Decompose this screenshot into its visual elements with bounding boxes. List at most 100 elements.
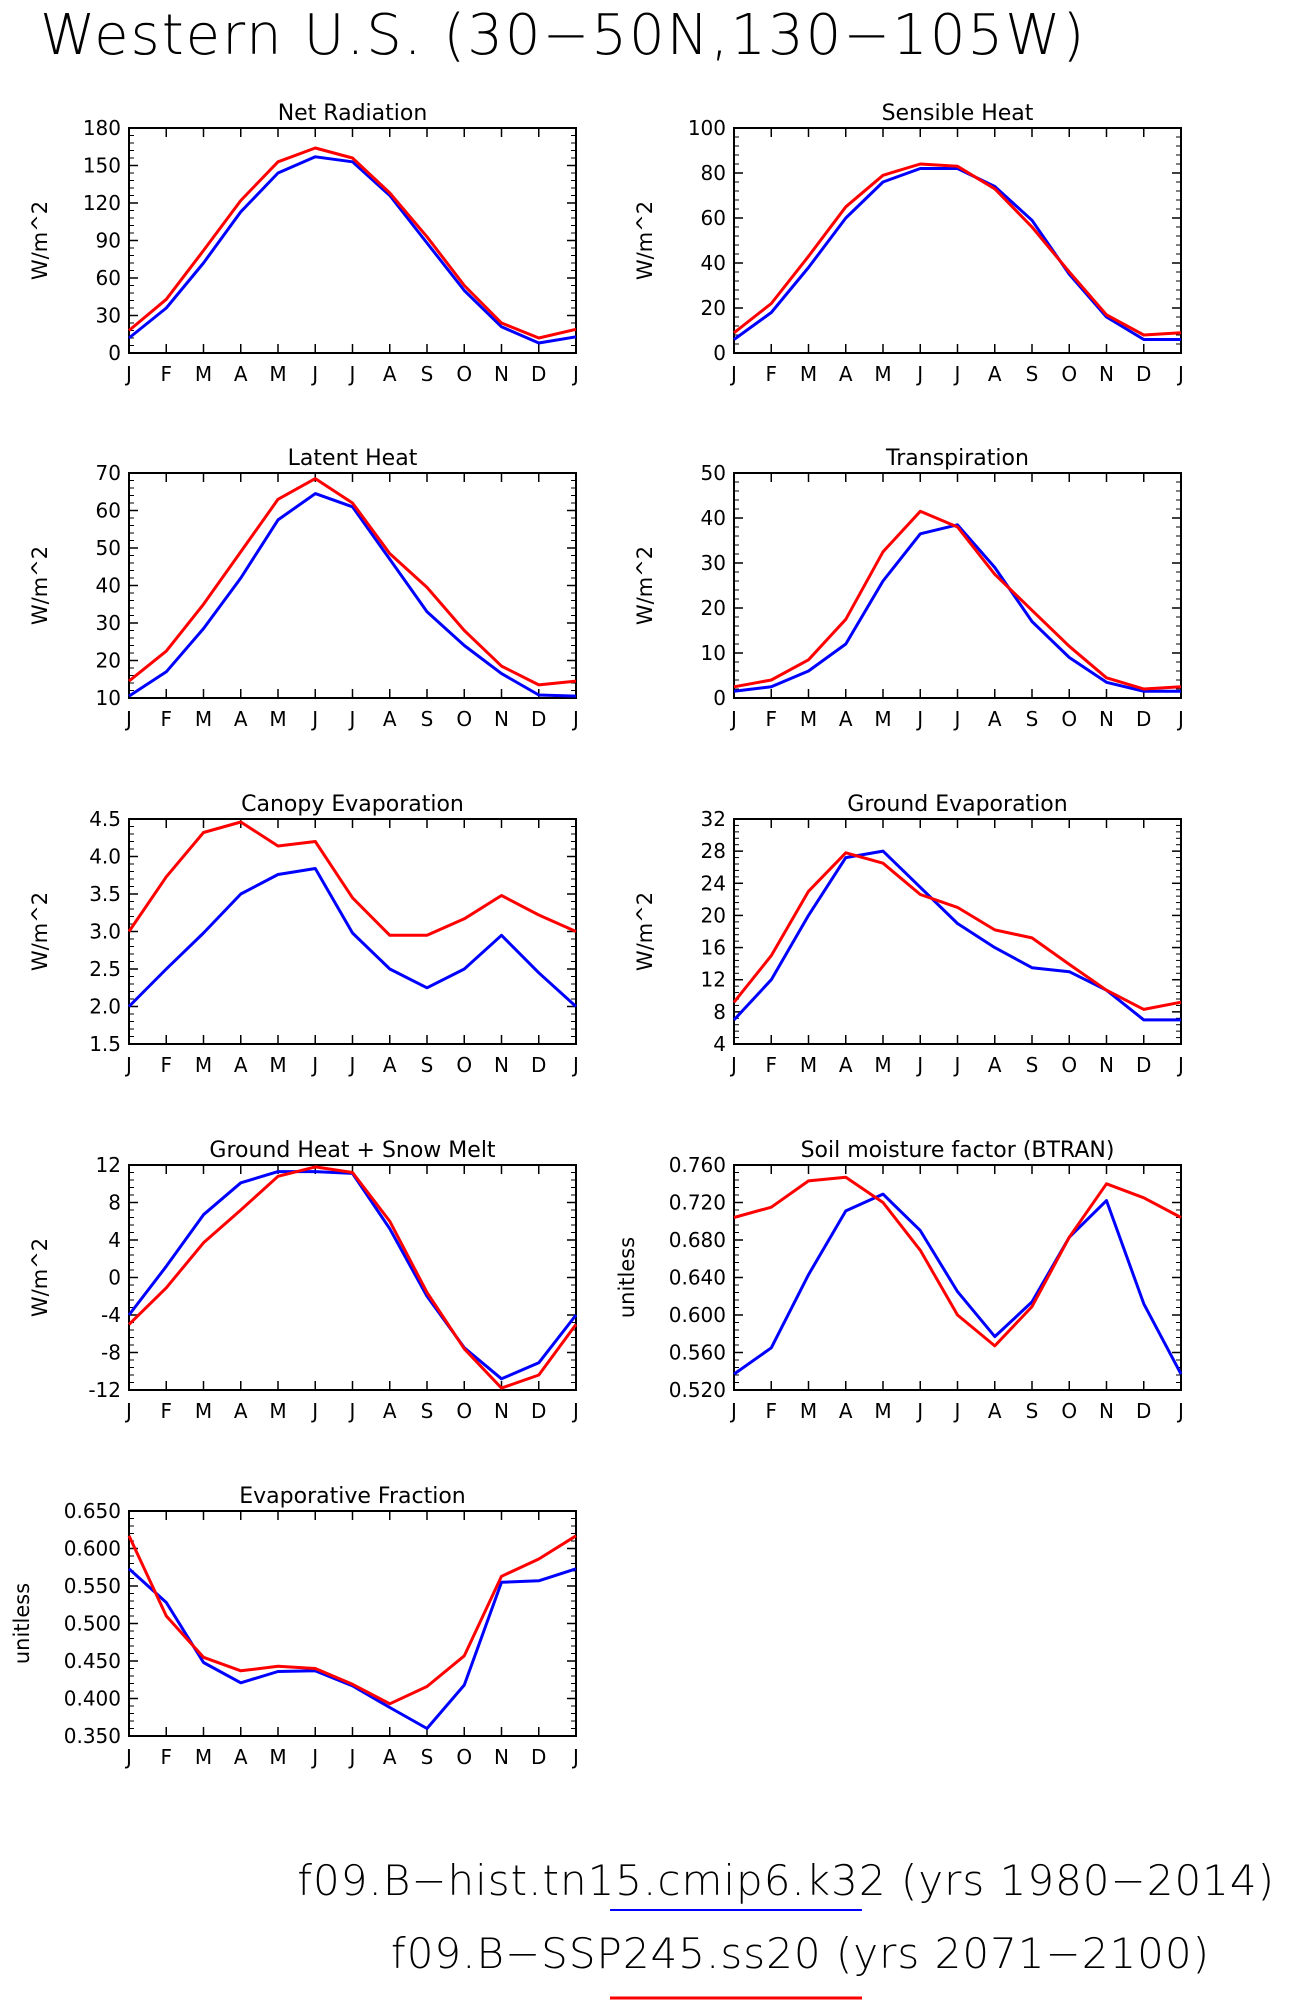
y-tick-label: 12 bbox=[701, 968, 726, 992]
x-tick-label: F bbox=[765, 1399, 777, 1423]
x-tick-label: J bbox=[310, 362, 318, 386]
panel-title: Evaporative Fraction bbox=[239, 1484, 465, 1509]
x-tick-label: D bbox=[1136, 1399, 1151, 1423]
y-tick-label: 20 bbox=[701, 903, 726, 927]
panel-title: Ground Evaporation bbox=[847, 792, 1067, 817]
series-line-ssp bbox=[127, 1534, 577, 1706]
legend: f09.B−hist.tn15.cmip6.k32 (yrs 1980−2014… bbox=[297, 1856, 1274, 2000]
x-tick-label: J bbox=[348, 1399, 356, 1423]
y-tick-label: 90 bbox=[96, 229, 121, 253]
y-tick-label: 0.760 bbox=[669, 1153, 726, 1177]
y-axis-label: W/m^2 bbox=[633, 201, 657, 280]
y-tick-label: 0 bbox=[713, 686, 726, 710]
x-tick-label: J bbox=[953, 707, 961, 731]
x-tick-label: M bbox=[269, 362, 286, 386]
x-tick-label: J bbox=[348, 1745, 356, 1769]
x-tick-label: J bbox=[124, 1399, 132, 1423]
y-tick-label: 4.5 bbox=[89, 807, 121, 831]
x-tick-label: A bbox=[988, 707, 1002, 731]
x-tick-label: N bbox=[494, 362, 509, 386]
y-tick-label: 40 bbox=[701, 251, 726, 275]
x-tick-label: J bbox=[571, 1399, 579, 1423]
x-tick-label: N bbox=[1099, 362, 1114, 386]
y-tick-label: 2.0 bbox=[89, 995, 121, 1019]
x-tick-label: A bbox=[383, 707, 397, 731]
x-tick-label: M bbox=[195, 1745, 212, 1769]
legend-label-ssp: f09.B−SSP245.ss20 (yrs 2071−2100) bbox=[391, 1929, 1210, 1978]
x-tick-label: F bbox=[160, 1745, 172, 1769]
y-tick-label: 8 bbox=[108, 1191, 121, 1215]
y-tick-label: 0 bbox=[108, 341, 121, 365]
plot-frame bbox=[128, 1510, 577, 1737]
series-line-ssp bbox=[128, 146, 577, 340]
x-tick-label: J bbox=[1176, 1399, 1184, 1423]
y-tick-label: 0.450 bbox=[64, 1649, 121, 1673]
x-tick-label: A bbox=[234, 1745, 248, 1769]
y-tick-label: 10 bbox=[701, 641, 726, 665]
x-tick-label: A bbox=[839, 362, 853, 386]
y-tick-label: 50 bbox=[701, 461, 726, 485]
y-axis-label: W/m^2 bbox=[633, 892, 657, 971]
y-tick-label: 40 bbox=[96, 574, 121, 598]
x-tick-label: J bbox=[571, 707, 579, 731]
y-tick-label: 3.5 bbox=[89, 882, 121, 906]
x-tick-label: A bbox=[234, 1399, 248, 1423]
x-tick-label: M bbox=[800, 707, 817, 731]
series-line-hist bbox=[733, 167, 1181, 341]
x-tick-label: N bbox=[1099, 707, 1114, 731]
x-tick-label: A bbox=[383, 1745, 397, 1769]
x-tick-label: M bbox=[195, 1399, 212, 1423]
y-axis-label: W/m^2 bbox=[28, 546, 52, 625]
y-tick-label: 180 bbox=[83, 116, 121, 140]
x-tick-label: S bbox=[421, 1745, 434, 1769]
y-tick-label: 30 bbox=[701, 551, 726, 575]
x-tick-label: N bbox=[494, 1053, 509, 1077]
y-tick-label: 0.600 bbox=[64, 1537, 121, 1561]
y-tick-label: 30 bbox=[96, 611, 121, 635]
y-tick-label: 70 bbox=[96, 461, 121, 485]
y-tick-label: 80 bbox=[701, 161, 726, 185]
x-tick-label: N bbox=[494, 707, 509, 731]
x-tick-label: S bbox=[1026, 707, 1039, 731]
x-tick-label: J bbox=[571, 1745, 579, 1769]
y-tick-label: -4 bbox=[101, 1303, 121, 1327]
x-tick-label: O bbox=[1061, 707, 1077, 731]
x-tick-label: D bbox=[531, 1399, 546, 1423]
y-axis-label: W/m^2 bbox=[633, 546, 657, 625]
y-tick-label: 60 bbox=[96, 266, 121, 290]
y-tick-label: 0.680 bbox=[669, 1228, 726, 1252]
y-tick-label: 0.500 bbox=[64, 1612, 121, 1636]
y-tick-label: -8 bbox=[101, 1341, 121, 1365]
x-tick-label: F bbox=[160, 362, 172, 386]
series-line-hist bbox=[127, 1170, 578, 1381]
y-axis-label: W/m^2 bbox=[28, 201, 52, 280]
panel-title: Ground Heat + Snow Melt bbox=[209, 1138, 496, 1163]
y-tick-label: 3.0 bbox=[89, 920, 121, 944]
panel-title: Sensible Heat bbox=[882, 101, 1034, 126]
panel-title: Latent Heat bbox=[288, 446, 418, 471]
y-tick-label: 1.5 bbox=[89, 1032, 121, 1056]
x-tick-label: A bbox=[988, 362, 1002, 386]
x-tick-label: J bbox=[953, 1053, 961, 1077]
y-tick-label: 0 bbox=[108, 1266, 121, 1290]
x-tick-label: J bbox=[915, 362, 923, 386]
series-line-ssp bbox=[128, 477, 577, 687]
x-tick-label: F bbox=[160, 707, 172, 731]
x-tick-label: J bbox=[310, 1399, 318, 1423]
x-tick-label: D bbox=[1136, 362, 1151, 386]
x-tick-label: D bbox=[531, 362, 546, 386]
x-tick-label: M bbox=[195, 362, 212, 386]
y-axis-label: W/m^2 bbox=[28, 1238, 52, 1317]
x-tick-label: S bbox=[421, 362, 434, 386]
panel-title: Soil moisture factor (BTRAN) bbox=[801, 1138, 1115, 1163]
series-line-hist bbox=[127, 867, 578, 1008]
y-tick-label: 0.350 bbox=[64, 1724, 121, 1748]
x-tick-label: S bbox=[421, 1399, 434, 1423]
x-tick-label: M bbox=[800, 362, 817, 386]
y-tick-label: 0.640 bbox=[669, 1266, 726, 1290]
x-tick-label: O bbox=[1061, 1399, 1077, 1423]
